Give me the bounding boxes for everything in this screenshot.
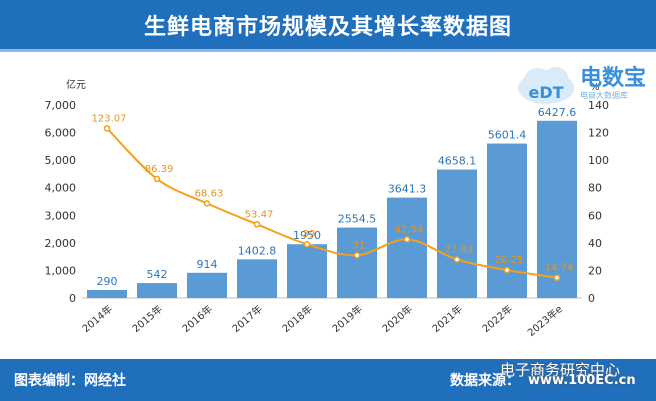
chart-plot: 亿元 % 0 1,000 2,000 3,000 4,000 5,000 6,000 7,000 0… — [45, 78, 610, 339]
watermark-text: 电子商务研究中心 — [500, 361, 621, 379]
growth-point — [103, 125, 111, 132]
growth-value-label: 27.92 — [445, 245, 474, 256]
x-tick-label: 2021年 — [429, 302, 465, 335]
bar-value-label: 542 — [147, 268, 168, 281]
growth-line — [106, 127, 558, 279]
growth-point — [153, 175, 161, 183]
growth-point — [503, 266, 511, 274]
growth-value-label: 42.54 — [395, 224, 424, 235]
growth-point — [453, 256, 461, 263]
x-tick-label: 2019年 — [329, 302, 365, 335]
growth-point — [553, 274, 561, 281]
footer-source: 数据来源： — [450, 373, 520, 389]
logo-name: 电数宝 — [580, 66, 647, 91]
y2-tick-label: 0 — [588, 292, 595, 305]
y-tick-label: 4,000 — [45, 182, 77, 195]
growth-point — [253, 221, 261, 228]
y2-tick-label: 60 — [588, 209, 602, 222]
footer-credit: 图表编制：网经社 — [14, 373, 126, 389]
y2-tick-label: 40 — [588, 237, 602, 250]
brand-logo: eDT 电数宝 电商大数据库 — [514, 58, 654, 114]
x-tick-label: 2023年e — [525, 302, 565, 339]
bar-value-label: 3641.3 — [388, 183, 427, 196]
bar — [387, 197, 427, 298]
y-tick-label: 1,000 — [45, 264, 77, 277]
growth-value-label: 39 — [303, 229, 316, 240]
y-tick-label: 5,000 — [45, 154, 77, 167]
x-tick-label: 2015年 — [129, 302, 165, 335]
y-tick-label: 0 — [69, 292, 76, 305]
x-tick-label: 2014年 — [79, 302, 115, 335]
growth-value-label: 86.39 — [145, 164, 174, 175]
x-tick-label: 2017年 — [229, 302, 265, 335]
growth-point — [403, 236, 411, 243]
x-tick-label: 2022年 — [479, 302, 515, 335]
bar-value-label: 914 — [197, 258, 218, 271]
bar — [437, 169, 477, 298]
y2-tick-label: 80 — [588, 182, 602, 195]
watermark-url: www.100EC.cn — [528, 373, 636, 388]
bar — [187, 272, 227, 298]
bar-value-label: 1950 — [293, 229, 321, 242]
bar-value-label: 2554.5 — [338, 213, 377, 226]
bar — [137, 283, 177, 298]
growth-value-label: 14.74 — [545, 263, 574, 274]
bar — [337, 227, 377, 298]
bar-value-label: 290 — [97, 275, 118, 288]
y2-axis-label: % — [590, 82, 600, 93]
growth-value-label: 20.25 — [495, 255, 524, 266]
growth-value-label: 123.07 — [92, 113, 127, 124]
x-tick-label: 2016年 — [179, 302, 215, 335]
y-tick-label: 7,000 — [45, 99, 77, 112]
bar — [537, 120, 577, 298]
growth-point — [303, 240, 311, 248]
y-axis-label: 亿元 — [66, 78, 86, 91]
growth-value-label: 68.63 — [195, 188, 224, 199]
cloud-logo-icon: eDT — [518, 67, 574, 104]
growth-point — [353, 252, 361, 259]
y2-tick-label: 120 — [588, 127, 609, 140]
chart-title: 生鲜电商市场规模及其增长率数据图 — [143, 15, 512, 40]
bar — [87, 290, 127, 298]
y-tick-label: 6,000 — [45, 127, 77, 140]
logo-letters: eDT — [528, 83, 563, 102]
y2-tick-label: 140 — [588, 99, 609, 112]
bar-value-label: 6427.6 — [538, 106, 577, 119]
y2-tick-label: 100 — [588, 154, 609, 167]
bar — [237, 259, 277, 298]
bar — [487, 143, 527, 298]
footer-bar: 图表编制：网经社 数据来源： — [0, 359, 656, 401]
y2-tick-label: 20 — [588, 264, 602, 277]
header-bar: 生鲜电商市场规模及其增长率数据图 — [0, 0, 656, 52]
logo-tagline: 电商大数据库 — [580, 91, 628, 100]
growth-point — [203, 200, 211, 207]
x-tick-label: 2020年 — [379, 302, 415, 335]
x-tick-label: 2018年 — [279, 302, 315, 335]
y-tick-label: 3,000 — [45, 209, 77, 222]
growth-value-label: 31 — [353, 240, 366, 251]
bar — [287, 244, 327, 298]
bar-value-label: 5601.4 — [488, 129, 527, 142]
y-tick-label: 2,000 — [45, 237, 77, 250]
bar-value-label: 4658.1 — [438, 155, 477, 168]
growth-value-label: 53.47 — [245, 209, 274, 220]
bar-value-label: 1402.8 — [238, 244, 277, 257]
